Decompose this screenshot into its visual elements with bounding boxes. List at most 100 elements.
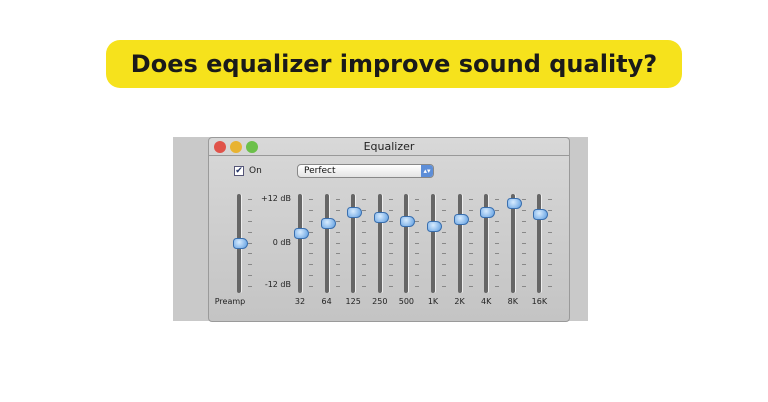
- tick-mark: [309, 220, 313, 222]
- scale-mid-label: 0 dB: [272, 238, 291, 247]
- tick-mark: [442, 286, 446, 287]
- tick-mark: [495, 286, 500, 287]
- tick-mark: [521, 199, 526, 200]
- band-500-slider-track[interactable]: [404, 194, 409, 293]
- tick-mark: [309, 286, 313, 287]
- band-125-slider-track[interactable]: [351, 194, 356, 293]
- tick-mark: [248, 275, 252, 277]
- tick-mark: [362, 231, 367, 233]
- tick-mark: [335, 242, 340, 244]
- tick-mark: [415, 199, 420, 200]
- tick-mark: [468, 220, 473, 222]
- band-8K-slider-knob[interactable]: [506, 197, 522, 209]
- tick-mark: [415, 209, 420, 211]
- minimize-button[interactable]: [230, 141, 242, 153]
- zoom-button[interactable]: [246, 141, 258, 153]
- band-64-slider-knob[interactable]: [320, 217, 336, 229]
- band-1K-slider-label: 1K: [427, 297, 439, 306]
- tick-mark: [388, 286, 393, 287]
- tick-mark: [362, 209, 367, 211]
- tick-mark: [521, 286, 526, 287]
- band-16K-slider-track[interactable]: [537, 194, 542, 293]
- tick-mark: [495, 209, 500, 211]
- tick-mark: [548, 275, 553, 277]
- band-250-slider-label: 250: [372, 297, 388, 306]
- tick-mark: [442, 199, 446, 200]
- tick-mark: [468, 264, 473, 266]
- window-title: Equalizer: [363, 140, 415, 153]
- band-32-slider-track[interactable]: [298, 194, 302, 293]
- tick-mark: [415, 242, 420, 244]
- tick-mark: [442, 275, 446, 277]
- tick-mark: [362, 275, 367, 277]
- preset-dropdown[interactable]: Perfect ▴▾: [297, 164, 434, 178]
- band-2K-slider-label: 2K: [454, 297, 465, 306]
- tick-mark: [335, 231, 340, 233]
- tick-mark: [521, 242, 526, 244]
- tick-mark: [548, 231, 553, 233]
- band-32-slider-knob[interactable]: [294, 228, 309, 240]
- band-4K-slider-track[interactable]: [484, 194, 489, 293]
- title-bar[interactable]: Equalizer: [209, 138, 569, 156]
- tick-mark: [415, 231, 420, 233]
- tick-mark: [415, 220, 420, 222]
- page-title-banner: Does equalizer improve sound quality?: [106, 40, 682, 88]
- tick-mark: [335, 275, 340, 277]
- tick-mark: [521, 231, 526, 233]
- band-1K-slider-track[interactable]: [431, 194, 435, 293]
- tick-mark: [521, 220, 526, 222]
- tick-mark: [442, 253, 446, 255]
- band-125-slider-label: 125: [345, 297, 361, 306]
- tick-mark: [468, 209, 473, 211]
- band-64-slider-track[interactable]: [324, 194, 329, 293]
- band-125-slider-knob[interactable]: [347, 206, 363, 218]
- band-250-slider-knob[interactable]: [373, 212, 389, 224]
- band-500-slider-knob[interactable]: [400, 215, 416, 227]
- preamp-label: Preamp: [214, 297, 246, 306]
- tick-mark: [468, 242, 473, 244]
- tick-mark: [362, 220, 367, 222]
- tick-mark: [442, 209, 446, 211]
- preamp-slider-knob[interactable]: [233, 237, 248, 249]
- tick-mark: [388, 275, 393, 277]
- tick-mark: [309, 275, 313, 277]
- tick-mark: [248, 209, 252, 211]
- tick-mark: [248, 199, 252, 200]
- tick-mark: [548, 264, 553, 266]
- tick-mark: [442, 242, 446, 244]
- tick-mark: [468, 286, 473, 287]
- tick-mark: [495, 253, 500, 255]
- tick-mark: [309, 199, 313, 200]
- tick-mark: [468, 231, 473, 233]
- band-250-slider-track[interactable]: [377, 194, 382, 293]
- on-checkbox[interactable]: ✔ On: [234, 166, 262, 176]
- tick-mark: [468, 199, 473, 200]
- tick-mark: [248, 264, 252, 266]
- scale-top-label: +12 dB: [261, 194, 291, 203]
- tick-mark: [309, 253, 313, 255]
- checkmark-icon: ✔: [234, 166, 244, 176]
- band-2K-slider-track[interactable]: [457, 194, 462, 293]
- band-8K-slider-track[interactable]: [510, 194, 515, 293]
- tick-mark: [388, 220, 393, 222]
- tick-mark: [362, 199, 367, 200]
- tick-mark: [495, 275, 500, 277]
- tick-mark: [388, 199, 393, 200]
- tick-mark: [415, 253, 420, 255]
- on-label: On: [249, 166, 262, 176]
- band-500-slider-label: 500: [398, 297, 415, 306]
- tick-mark: [335, 253, 340, 255]
- tick-mark: [521, 209, 526, 211]
- close-button[interactable]: [214, 141, 226, 153]
- tick-mark: [521, 264, 526, 266]
- tick-mark: [335, 264, 340, 266]
- band-4K-slider-knob[interactable]: [480, 206, 496, 218]
- tick-mark: [335, 199, 340, 200]
- tick-mark: [442, 264, 446, 266]
- band-1K-slider-knob[interactable]: [427, 221, 442, 233]
- band-16K-slider-knob[interactable]: [533, 208, 549, 220]
- tick-mark: [309, 242, 313, 244]
- tick-mark: [548, 253, 553, 255]
- tick-mark: [388, 209, 393, 211]
- band-2K-slider-knob[interactable]: [453, 213, 469, 225]
